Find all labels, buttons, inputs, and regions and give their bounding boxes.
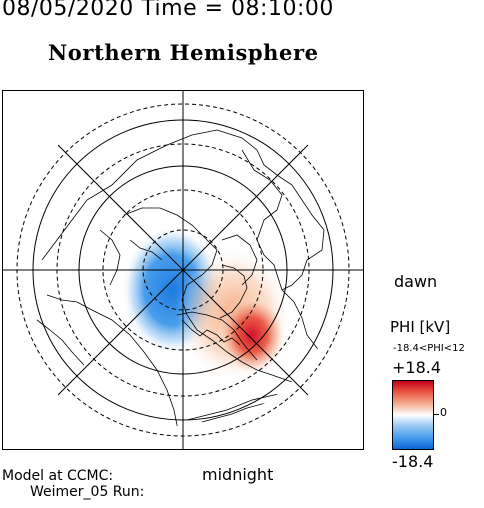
model-label: Model at CCMC: (2, 468, 114, 484)
lat-circle-60 (78, 165, 288, 375)
lat-circle-80-dashed (142, 229, 224, 311)
potential-pattern (122, 226, 292, 383)
colorbar-zero-tick (434, 414, 439, 415)
lat-circle-40 (32, 119, 334, 421)
legend-title: PHI [kV] (390, 318, 451, 336)
dawn-label: dawn (394, 272, 438, 291)
meridian-diag-b (57, 144, 309, 396)
positive-potential-cell (218, 295, 286, 375)
colorbar (392, 380, 434, 450)
colorbar-zero-label: 0 (440, 406, 447, 419)
lat-circle-50-dashed (56, 143, 310, 397)
lat-circle-70-dashed (102, 189, 264, 351)
timestamp-title: 08/05/2020 Time = 08:10:00 (2, 0, 334, 21)
run-label: Weimer_05 Run: (30, 484, 145, 500)
lat-lon-grid (2, 90, 364, 450)
midnight-label: midnight (202, 465, 274, 484)
legend-range: -18.4<PHI<12 (393, 343, 465, 354)
polar-map (2, 90, 364, 450)
lat-circle-30-dashed (16, 103, 350, 437)
legend-min-label: -18.4 (392, 452, 434, 471)
legend-max-label: +18.4 (392, 358, 442, 377)
coastlines (36, 129, 333, 426)
hemisphere-title: Northern Hemisphere (48, 40, 319, 65)
